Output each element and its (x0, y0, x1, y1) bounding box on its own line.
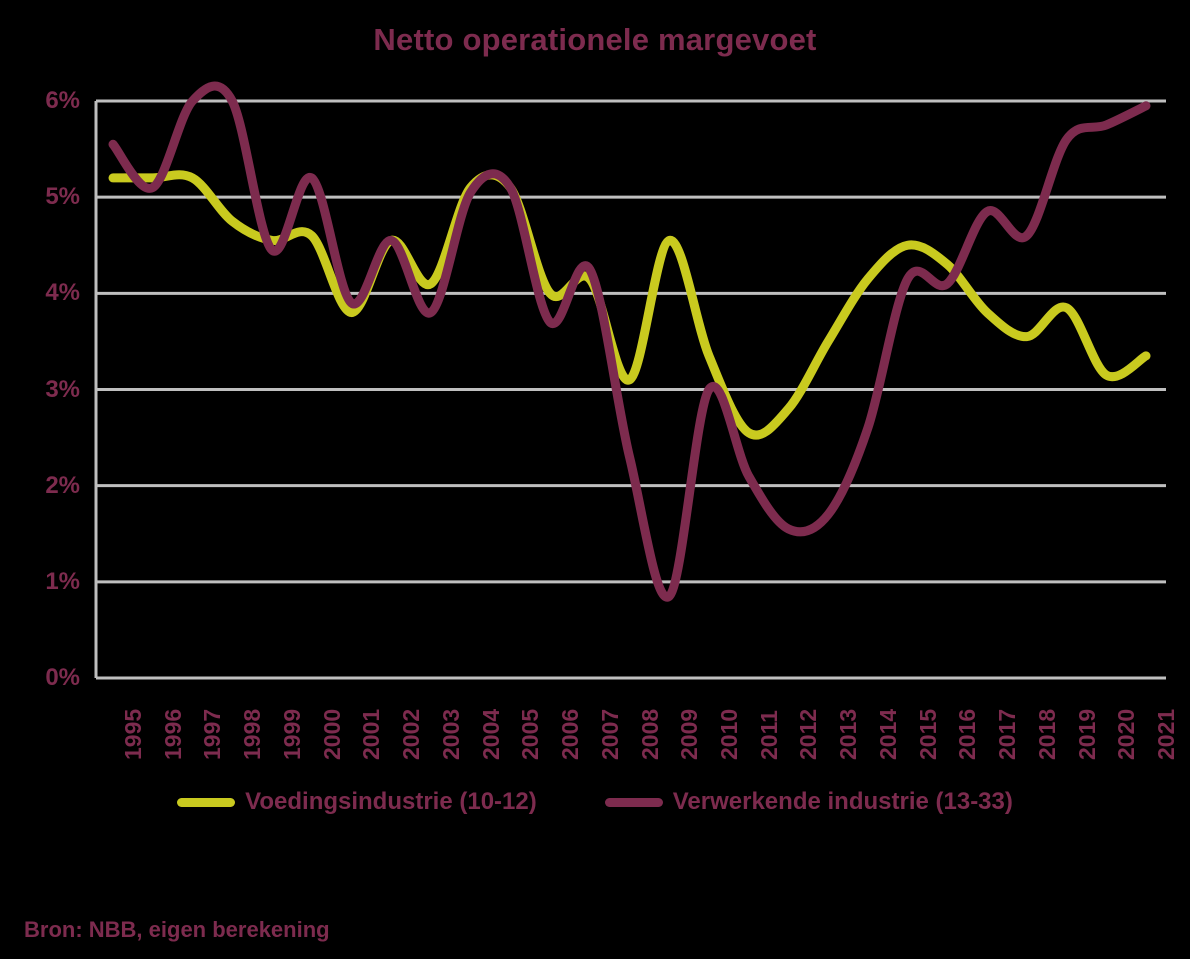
source-note: Bron: NBB, eigen berekening (24, 917, 330, 942)
x-tick-label-2020: 2020 (1113, 708, 1140, 760)
y-tick-label-0%: 0% (45, 664, 80, 691)
x-tick-label-2016: 2016 (954, 708, 981, 760)
x-tick-label-2019: 2019 (1073, 708, 1100, 760)
x-tick-label-2005: 2005 (517, 708, 544, 760)
x-tick-label-2010: 2010 (715, 708, 742, 760)
x-tick-label-2017: 2017 (994, 708, 1021, 760)
x-tick-label-2009: 2009 (676, 708, 703, 760)
x-tick-label-2015: 2015 (914, 708, 941, 760)
gridlines (96, 99, 1166, 680)
legend-label-1: Voedingsindustrie (10-12) (245, 788, 537, 815)
series-line-1 (108, 170, 1151, 440)
x-tick-label-2001: 2001 (358, 708, 385, 760)
y-tick-label-5%: 5% (45, 183, 80, 211)
x-tick-label-2006: 2006 (557, 708, 584, 760)
x-tick-label-2011: 2011 (755, 710, 782, 760)
x-tick-label-2012: 2012 (795, 708, 822, 760)
y-tick-label-1%: 1% (45, 567, 80, 595)
y-tick-label-4%: 4% (45, 279, 80, 307)
series-line-2 (108, 81, 1151, 602)
x-tick-label-2018: 2018 (1033, 708, 1060, 760)
x-tick-label-2008: 2008 (636, 708, 663, 760)
chart-legend: Voedingsindustrie (10-12) Verwerkende ind… (0, 788, 1190, 816)
x-tick-label-2000: 2000 (318, 708, 345, 760)
x-tick-label-1995: 1995 (120, 708, 146, 760)
x-tick-label-2003: 2003 (437, 708, 464, 760)
y-axis-tick-labels: 0% 1% 2% 3% 4% 5% 6% (22, 0, 80, 959)
x-tick-label-1997: 1997 (199, 708, 226, 760)
x-tick-label-2014: 2014 (874, 708, 901, 760)
series-lines (108, 81, 1151, 602)
x-tick-label-2007: 2007 (596, 708, 623, 760)
legend-label-2: Verwerkende industrie (13-33) (672, 788, 1013, 815)
legend-entry-2[interactable]: Verwerkende industrie (13-33) (604, 788, 1013, 816)
y-tick-label-2%: 2% (45, 471, 80, 499)
y-tick-label-3%: 3% (45, 375, 80, 403)
x-tick-label-2021: 2021 (1153, 708, 1179, 760)
x-tick-label-1996: 1996 (159, 708, 186, 760)
y-tick-label-6%: 6% (45, 87, 80, 114)
x-tick-label-2013: 2013 (835, 708, 862, 760)
x-tick-label-1999: 1999 (278, 708, 305, 760)
x-tick-label-2004: 2004 (477, 708, 504, 760)
x-tick-label-1998: 1998 (239, 708, 266, 760)
legend-swatch-icon-2 (604, 797, 663, 807)
chart-title: Netto operationele margevoet (373, 22, 817, 57)
x-tick-label-2002: 2002 (398, 708, 425, 760)
legend-swatch-icon-1 (177, 797, 236, 807)
legend-entry-1[interactable]: Voedingsindustrie (10-12) (177, 788, 537, 816)
